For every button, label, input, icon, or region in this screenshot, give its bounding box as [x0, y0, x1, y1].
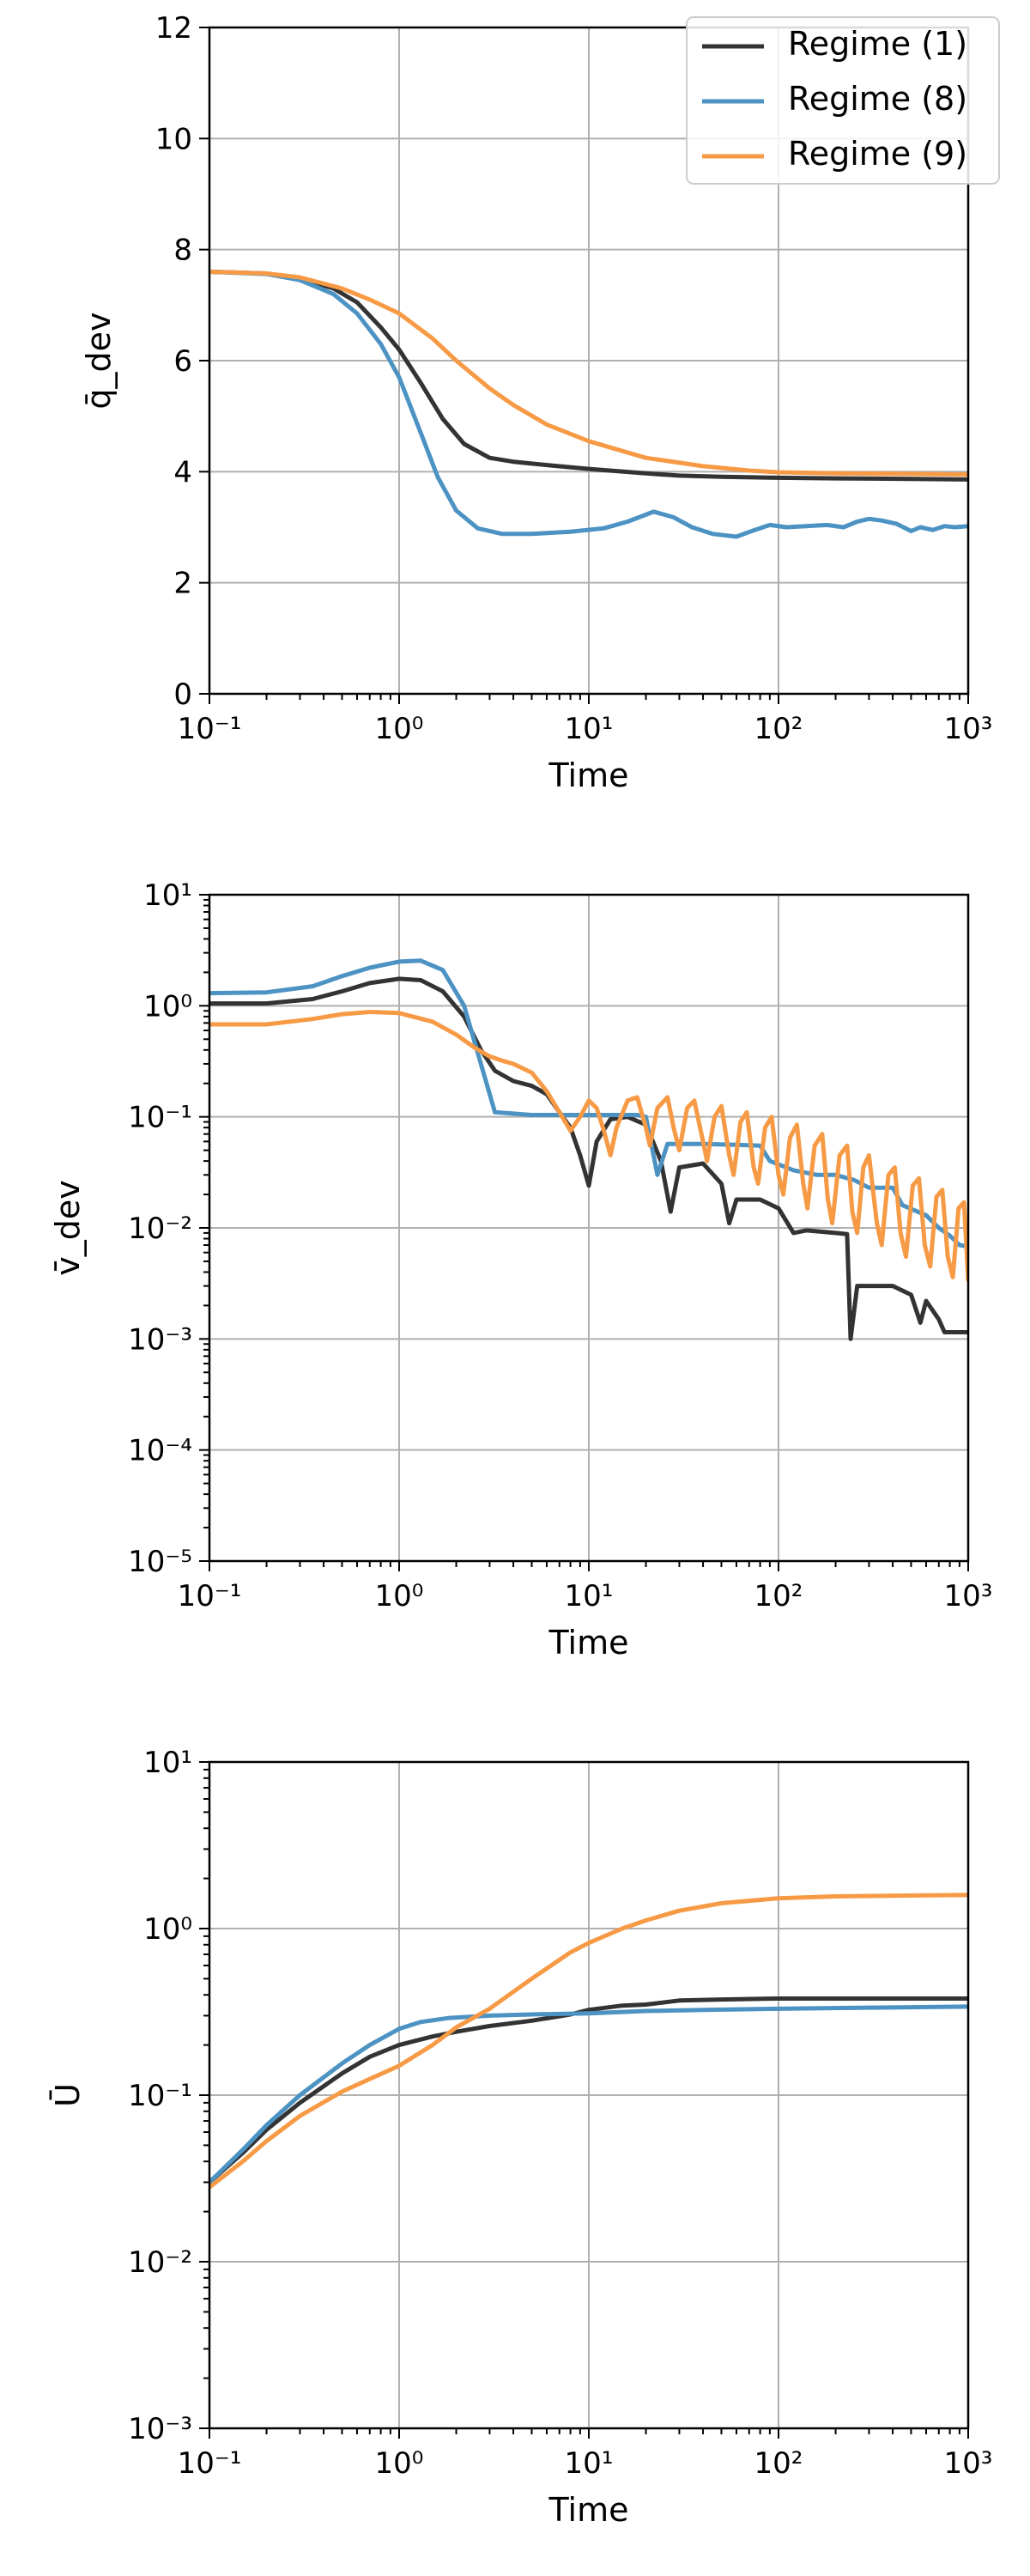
y-axis-label: v̄_dev — [49, 1180, 87, 1275]
y-tick-label: 10 — [155, 122, 192, 156]
y-tick-label: 10⁻¹ — [128, 2079, 192, 2113]
y-axis-label: q̄_dev — [80, 312, 118, 409]
x-axis-label: Time — [548, 1624, 629, 1662]
x-tick-label: 10¹ — [565, 712, 614, 746]
legend: Regime (1) Regime (8) Regime (9) — [686, 16, 1000, 185]
y-tick-label: 10¹ — [143, 878, 192, 913]
y-tick-label: 6 — [173, 344, 192, 379]
minor-ticks — [265, 694, 960, 700]
y-tick-label: 10⁻² — [128, 1212, 192, 1246]
series-line-regime-1 — [209, 976, 968, 1341]
y-tick-label: 8 — [173, 234, 192, 268]
x-tick-label: 10⁻¹ — [178, 1579, 242, 1613]
x-axis-label: Time — [548, 756, 629, 794]
y-tick-label: 12 — [155, 11, 192, 46]
x-tick-label: 10⁰ — [375, 712, 424, 746]
y-tick-label: 10⁻⁵ — [128, 1545, 192, 1579]
y-tick-label: 10¹ — [143, 1746, 192, 1780]
x-tick-label: 10³ — [944, 2446, 993, 2481]
legend-box — [686, 16, 1000, 185]
x-axis-label: Time — [548, 2491, 629, 2529]
y-axis-label: Ū — [49, 2083, 87, 2107]
y-tick-label: 10⁰ — [143, 1912, 192, 1947]
series-line-regime-9 — [209, 270, 968, 477]
minor-ticks — [203, 1768, 960, 2434]
x-tick-label: 10⁻¹ — [178, 2446, 242, 2481]
x-tick-label: 10² — [754, 1579, 803, 1613]
x-tick-label: 10³ — [944, 1579, 993, 1613]
y-tick-label: 10⁻² — [128, 2245, 192, 2280]
x-tick-label: 10⁰ — [375, 1579, 424, 1613]
x-tick-label: 10¹ — [565, 2446, 614, 2481]
x-tick-label: 10⁻¹ — [178, 712, 242, 746]
series-line-regime-9 — [209, 1893, 968, 2190]
chart-panel-3: 10⁻¹ 10⁰ 10¹ 10² 10³ 10⁻³ 10⁻² 10⁻¹ 10⁰ 10¹ Time Ū — [49, 1746, 992, 2529]
y-tick-label: 10⁻¹ — [128, 1101, 192, 1135]
y-tick-label: 0 — [173, 677, 192, 712]
series-line-regime-1 — [209, 1996, 968, 2184]
legend-entry-label: Regime (9) — [788, 135, 967, 173]
y-tick-label: 10⁻⁴ — [128, 1434, 192, 1468]
chart-panel-2: 10⁻¹ 10⁰ 10¹ 10² 10³ 10⁻⁵ 10⁻⁴ 10⁻³ 10⁻² 10⁻¹ 10⁰ 1… — [49, 878, 992, 1662]
x-tick-label: 10⁰ — [375, 2446, 424, 2481]
series-line-regime-8 — [209, 270, 968, 539]
legend-entry-label: Regime (1) — [788, 25, 967, 63]
series-line-regime-1 — [209, 270, 968, 482]
y-tick-label: 4 — [173, 455, 192, 489]
x-tick-label: 10³ — [944, 712, 993, 746]
series-line-regime-8 — [209, 2004, 968, 2184]
y-tick-label: 10⁻³ — [128, 1322, 192, 1357]
x-tick-label: 10² — [754, 712, 803, 746]
legend-entry-label: Regime (8) — [788, 80, 967, 118]
series-line-regime-9 — [209, 1010, 968, 1283]
chart-panel-1: 10⁻¹ 10⁰ 10¹ 10² 10³ 0 2 4 6 8 10 12 Time q̄_dev Regim… — [80, 11, 1000, 794]
x-tick-label: 10² — [754, 2446, 803, 2481]
x-tick-label: 10¹ — [565, 1579, 614, 1613]
y-tick-label: 10⁻³ — [128, 2412, 192, 2446]
y-tick-label: 2 — [173, 567, 192, 601]
y-tick-label: 10⁰ — [143, 989, 192, 1024]
